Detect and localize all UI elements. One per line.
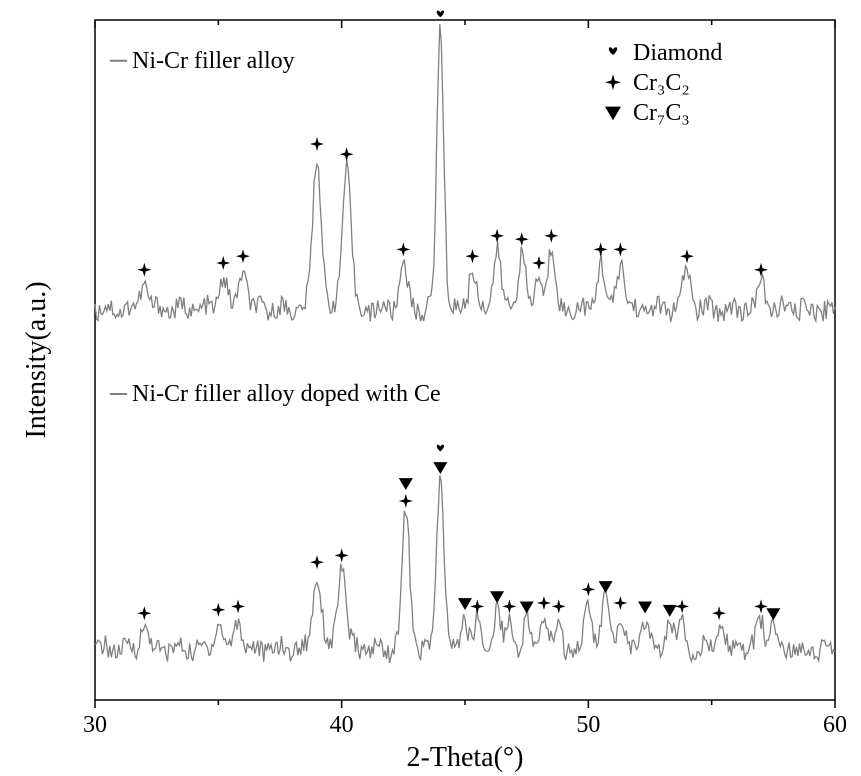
svg-text:2-Theta(°): 2-Theta(°) [407,742,524,773]
series-bottom: Ni-Cr filler alloy doped with Ce [95,381,835,663]
series-top: Ni-Cr filler alloy [95,10,835,321]
series-label: Ni-Cr filler alloy [132,48,295,74]
legend: Diamond Cr₃C₂ Cr₇C₃ [605,40,722,126]
svg-text:30: 30 [83,712,107,738]
legend-label: Cr₃C₂ [633,70,690,96]
svg-text:60: 60 [823,712,847,738]
chart-svg: 30 40 50 60 2-Theta(°) Intensity(a.u.) Ni-Cr f… [0,0,861,776]
legend-label: Cr₇C₃ [633,100,690,126]
svg-text:40: 40 [330,712,354,738]
svg-text:50: 50 [576,712,600,738]
legend-label: Diamond [633,40,722,66]
series-label: Ni-Cr filler alloy doped with Ce [132,381,441,407]
xrd-chart: 30 40 50 60 2-Theta(°) Intensity(a.u.) Ni-Cr f… [0,0,861,776]
svg-text:Intensity(a.u.): Intensity(a.u.) [21,281,52,438]
